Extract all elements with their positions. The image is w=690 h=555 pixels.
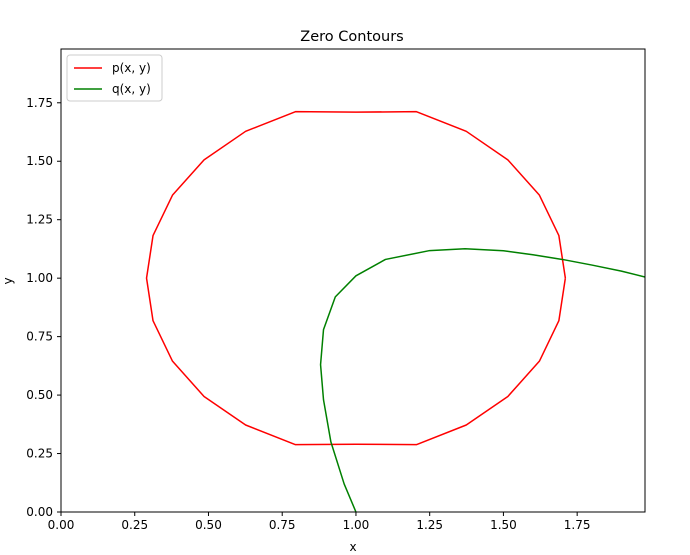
x-tick-label: 1.00 [343, 518, 370, 532]
y-tick-label: 1.75 [26, 96, 53, 110]
y-tick-label: 1.25 [26, 213, 53, 227]
legend-label: p(x, y) [112, 61, 151, 75]
series-line-1 [145, 110, 567, 446]
y-tick-label: 1.00 [26, 271, 53, 285]
x-axis-ticks: 0.00 0.25 0.50 0.75 1.00 1.25 1.50 1.75 [48, 512, 591, 532]
x-tick-label: 1.75 [564, 518, 591, 532]
legend-label: q(x, y) [112, 82, 151, 96]
x-tick-label: 0.25 [121, 518, 148, 532]
y-axis-ticks: 0.00 0.25 0.50 0.75 1.00 1.25 1.50 1.75 [26, 96, 61, 519]
series-line-2 [319, 247, 645, 512]
y-axis-label: y [1, 277, 15, 284]
plot-area [60, 48, 646, 513]
x-tick-label: 0.00 [48, 518, 75, 532]
legend: p(x, y) q(x, y) [66, 54, 163, 102]
x-tick-label: 0.75 [269, 518, 296, 532]
series-layer [145, 110, 645, 512]
y-tick-label: 0.50 [26, 388, 53, 402]
y-tick-label: 1.50 [26, 154, 53, 168]
y-tick-label: 0.00 [26, 505, 53, 519]
chart-title: Zero Contours [300, 29, 403, 45]
y-tick-label: 0.75 [26, 330, 53, 344]
x-tick-label: 1.25 [416, 518, 443, 532]
x-tick-label: 0.50 [195, 518, 222, 532]
x-tick-label: 1.50 [490, 518, 517, 532]
y-tick-label: 0.25 [26, 447, 53, 461]
plot-frame [60, 48, 646, 513]
x-axis-label: x [349, 540, 356, 554]
